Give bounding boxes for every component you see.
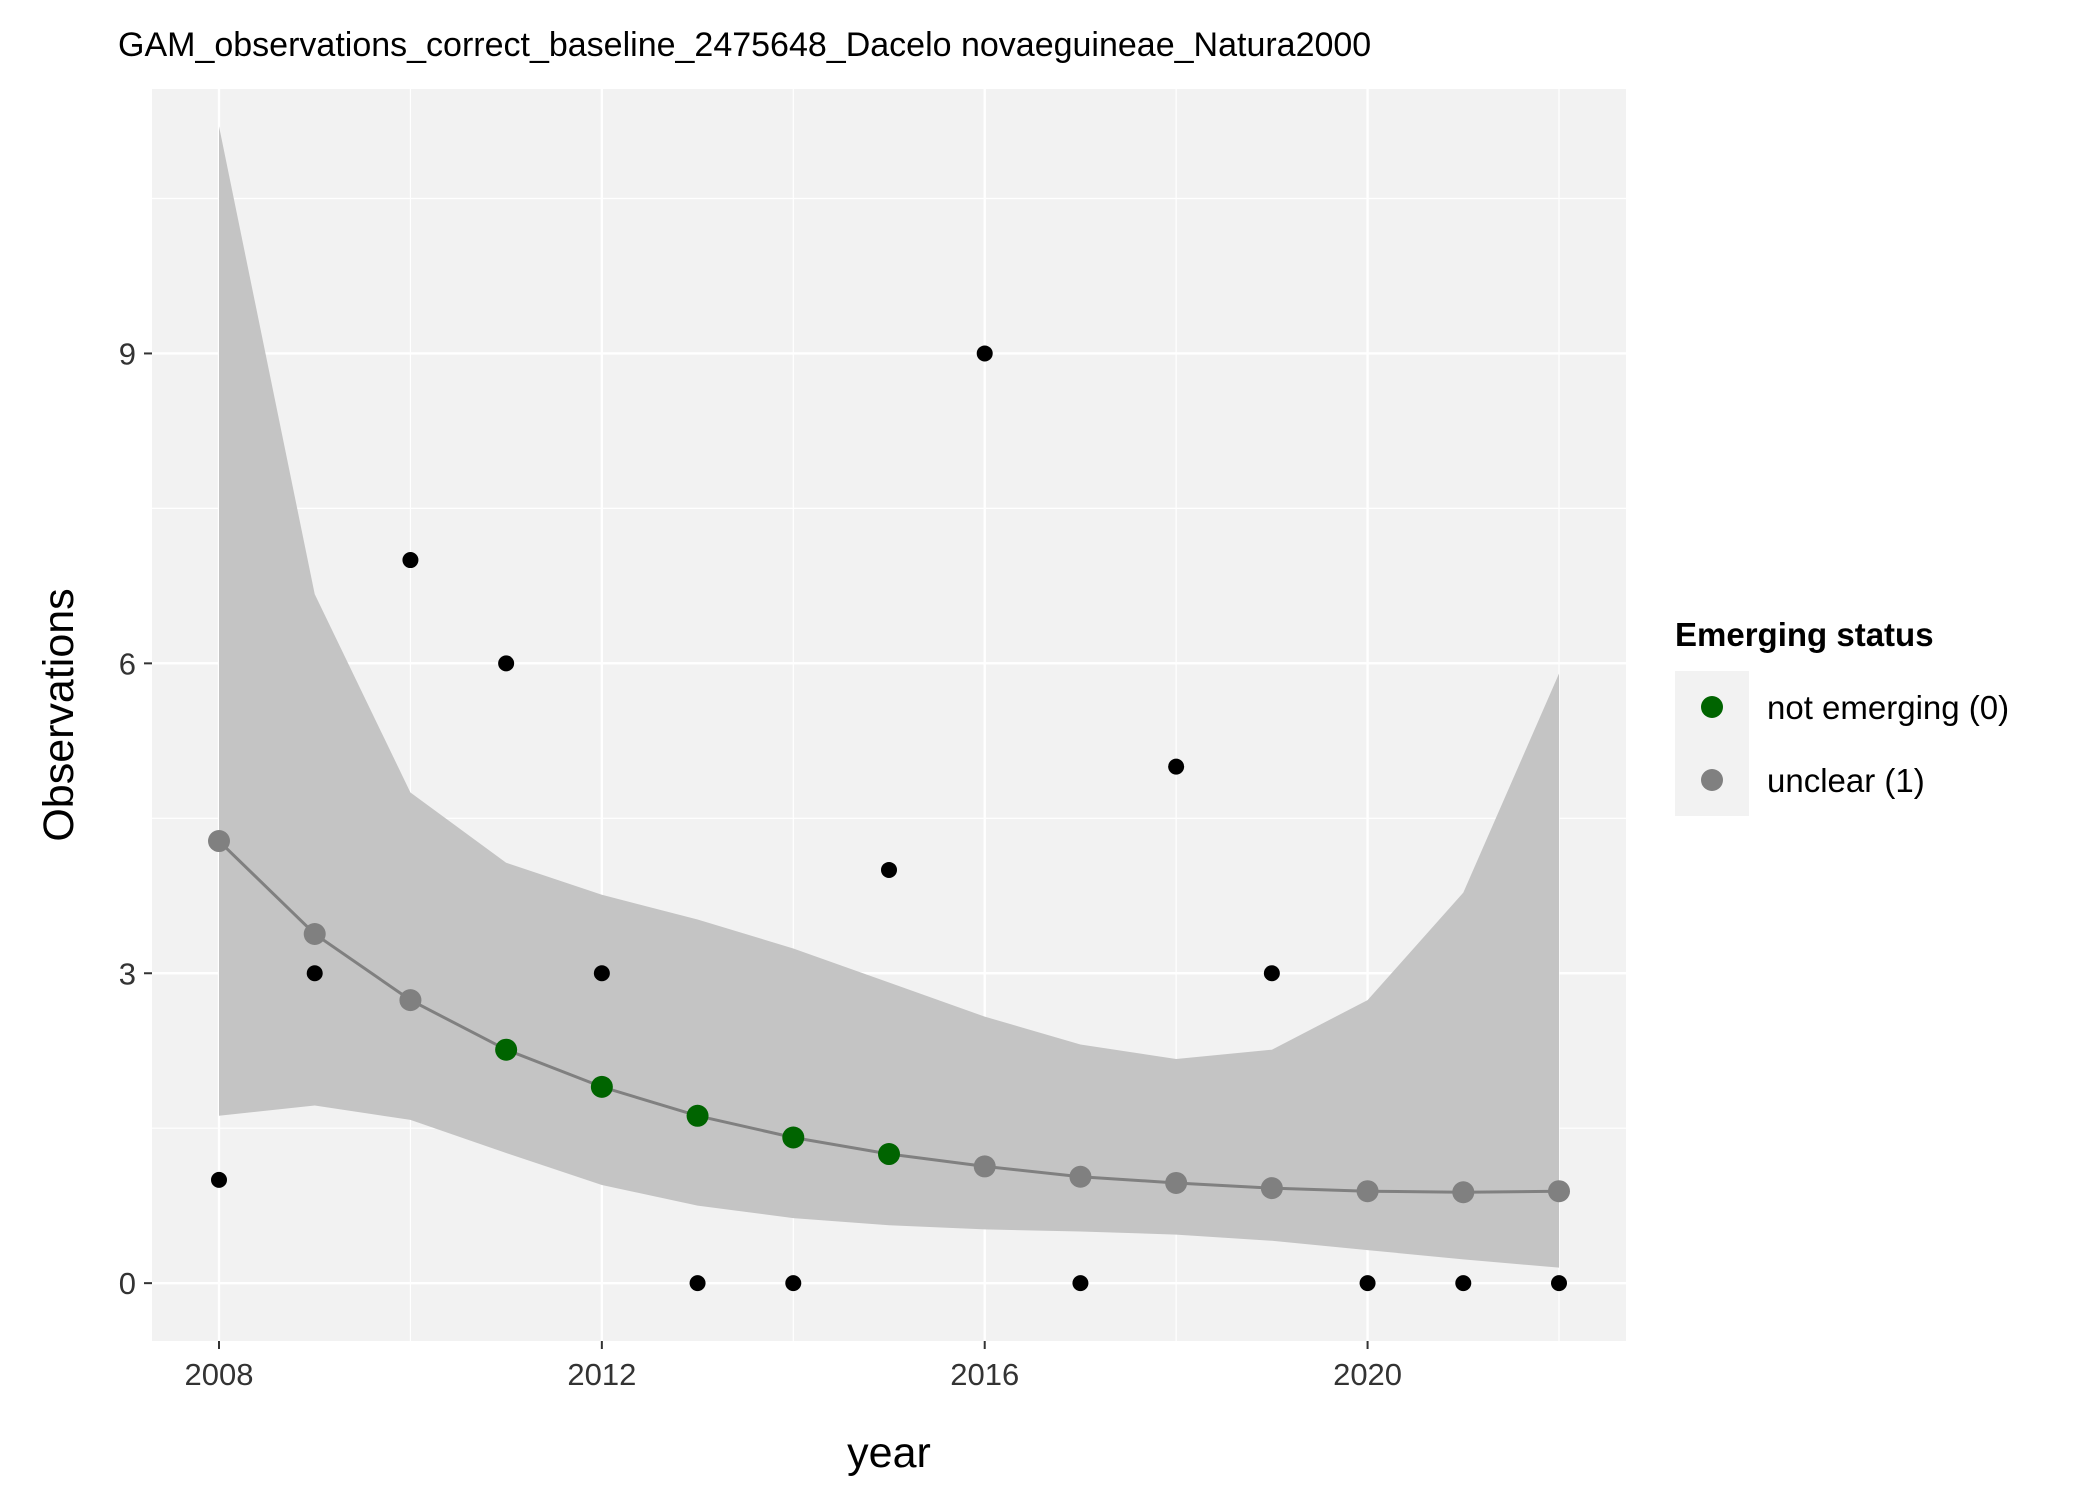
x-tick-label: 2012 [567,1357,636,1392]
fitted-point [1548,1180,1570,1203]
observed-point [402,552,419,569]
observed-point [593,965,610,982]
observed-point [976,345,993,362]
observed-point [211,1171,227,1188]
y-tick-label: 3 [119,956,136,991]
legend-key-not-emerging [1701,696,1723,718]
y-tick-label: 9 [119,336,136,371]
x-tick-label: 2020 [1333,1357,1402,1392]
fitted-point [1452,1181,1475,1204]
legend-key-background [1675,671,1749,816]
observed-point [306,965,323,982]
fitted-point [1260,1177,1283,1200]
fitted-point [1069,1165,1092,1188]
observed-point [1359,1275,1376,1292]
fitted-point [590,1075,613,1098]
fitted-point [782,1126,805,1149]
confidence-ribbon [219,126,1559,1268]
fitted-points [208,830,1570,1204]
x-axis-title: year [847,1429,931,1477]
x-tick-label: 2008 [185,1357,254,1392]
observed-point [1168,758,1185,775]
legend: Emerging status not emerging (0) unclear… [1675,616,2009,816]
fitted-point [208,830,230,853]
observed-point [1551,1275,1567,1292]
y-tick-label: 6 [119,646,136,681]
observed-points [211,345,1567,1292]
fitted-point [399,989,422,1012]
observed-point [689,1275,706,1292]
grid-minor [152,89,1626,1341]
observed-point [1072,1275,1089,1292]
y-tick-label: 0 [119,1266,136,1301]
legend-label-not-emerging: not emerging (0) [1767,689,2009,726]
fitted-point [303,922,326,945]
fitted-point [1165,1171,1188,1194]
fitted-point [973,1155,996,1178]
fitted-point [1356,1180,1379,1203]
x-tick-label: 2016 [950,1357,1019,1392]
y-axis-ticks: 0 3 6 9 [119,336,152,1301]
y-axis-title: Observations [35,588,83,841]
x-axis-ticks: 2008 2012 2016 2020 [185,1341,1402,1392]
fitted-point [686,1104,709,1127]
fitted-point [878,1143,900,1166]
observed-point [1455,1275,1472,1292]
legend-title: Emerging status [1675,616,1934,653]
observed-point [881,861,897,878]
observed-point [498,655,515,672]
chart-title: GAM_observations_correct_baseline_247564… [118,26,1371,64]
fitted-point [495,1038,518,1061]
legend-label-unclear: unclear (1) [1767,762,1925,799]
legend-key-unclear [1701,769,1723,791]
observed-point [1263,965,1280,982]
observed-point [785,1275,802,1292]
